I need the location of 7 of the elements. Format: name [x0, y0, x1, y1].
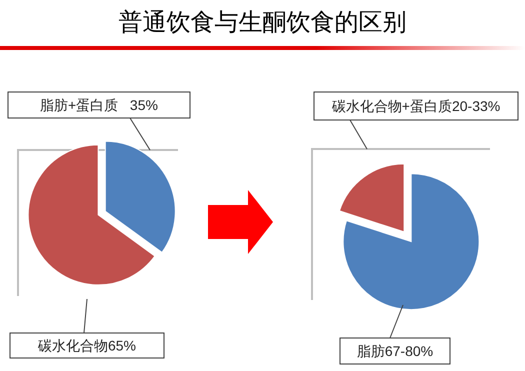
slice-label: 脂肪+蛋白质 [40, 97, 118, 113]
slice-label: 碳水化合物 [36, 338, 108, 354]
data-label: 65% [108, 338, 136, 354]
text: 普通饮食与生酮饮食的区别 [118, 9, 406, 36]
slice-label: 脂肪67-80% [356, 343, 434, 359]
data-label: 35% [118, 97, 158, 113]
slice-label: 碳水化合物+蛋白质20-33% [330, 98, 500, 114]
